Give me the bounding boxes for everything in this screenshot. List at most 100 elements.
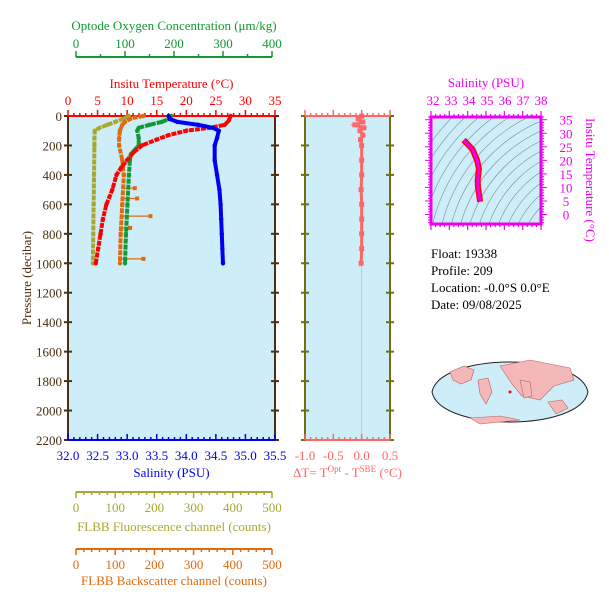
pressure-tick-label: 1000	[36, 256, 62, 271]
fluorescence-point	[105, 122, 110, 128]
backscatter-tick-label: 100	[105, 557, 125, 572]
temperature-point	[226, 118, 232, 123]
backscatter-point	[118, 231, 123, 237]
salinity-tick-label: 33.0	[116, 448, 139, 463]
oxygen-axis-title: Optode Oxygen Concentration (μm/kg)	[71, 18, 276, 33]
ts-y-tick-label: 30	[560, 126, 573, 141]
salinity-point	[214, 172, 220, 178]
temperature-point	[93, 261, 98, 266]
backscatter-point	[116, 135, 122, 141]
ts-y-tick-label: 20	[560, 153, 573, 168]
oxygen-tick-label: 0	[73, 36, 80, 51]
ts-y-tick-label: 5	[563, 194, 570, 209]
backscatter-spike-point	[132, 186, 137, 191]
temperature-point	[104, 202, 109, 207]
fluorescence-tick-label: 200	[145, 500, 165, 515]
temperature-tick-label: 25	[209, 93, 222, 108]
salinity-tick-label: 33.5	[145, 448, 168, 463]
temperature-point	[184, 128, 189, 133]
oxygen-tick-label: 100	[115, 36, 135, 51]
oxygen-point	[123, 231, 129, 237]
date: Date: 09/08/2025	[431, 297, 522, 312]
temperature-point	[166, 132, 171, 138]
ts-density-contour	[581, 244, 609, 284]
backscatter-point	[132, 115, 137, 120]
oxygen-tick-label: 400	[262, 36, 282, 51]
backscatter-spike-point	[128, 225, 133, 230]
temperature-point	[228, 113, 233, 119]
temperature-point	[114, 172, 119, 178]
temperature-tick-label: 35	[269, 93, 282, 108]
oxygen-point	[122, 261, 128, 266]
pressure-axis-title: Pressure (decibar)	[19, 231, 34, 325]
backscatter-tick-label: 500	[262, 557, 282, 572]
delta-t-point	[358, 187, 364, 193]
ts-y-axis-title: Insitu Temperature (°C)	[583, 118, 598, 242]
ts-y-tick-label: 10	[560, 180, 573, 195]
temperature-point	[124, 157, 130, 163]
ts-x-tick-label: 36	[499, 93, 513, 108]
delta-t-point	[357, 128, 363, 134]
salinity-point	[175, 119, 180, 125]
salinity-point	[210, 125, 216, 130]
world-map-landmass	[499, 359, 575, 401]
ts-density-contour	[554, 217, 609, 311]
fluorescence-point	[92, 128, 98, 133]
delta-t-tick-label: 0.5	[382, 448, 398, 463]
salinity-point	[216, 128, 222, 133]
oxygen-tick-label: 200	[164, 36, 184, 51]
backscatter-tick-label: 300	[184, 557, 204, 572]
ts-y-tick-label: 35	[560, 113, 573, 128]
oxygen-point	[125, 202, 130, 207]
delta-t-point	[359, 246, 365, 252]
fluorescence-point	[92, 135, 97, 141]
ts-x-tick-label: 35	[481, 93, 494, 108]
salinity-point	[219, 231, 224, 237]
salinity-point	[212, 143, 217, 148]
backscatter-tick-label: 400	[223, 557, 243, 572]
backscatter-tick-label: 200	[145, 557, 165, 572]
fluorescence-point	[92, 143, 97, 148]
salinity-point	[220, 261, 226, 266]
backscatter-point	[120, 157, 125, 163]
pressure-tick-label: 2000	[36, 404, 62, 419]
salinity-tick-label: 35.0	[234, 448, 257, 463]
salinity-point	[217, 187, 222, 192]
delta-t-point	[355, 116, 361, 122]
backscatter-point	[127, 116, 133, 122]
delta-t-plot-area	[305, 116, 390, 440]
salinity-point	[218, 216, 224, 222]
salinity-point	[218, 202, 223, 207]
delta-t-point	[360, 132, 366, 138]
salinity-point	[212, 157, 217, 163]
ts-y-tick-label: 0	[563, 208, 570, 223]
backscatter-point	[122, 119, 128, 125]
delta-t-point	[358, 260, 364, 266]
pressure-tick-label: 600	[43, 197, 63, 212]
ts-x-tick-label: 33	[445, 93, 458, 108]
fluorescence-point	[91, 172, 97, 178]
pressure-tick-label: 1200	[36, 286, 62, 301]
temperature-point	[222, 122, 227, 128]
backscatter-point	[120, 122, 125, 128]
world-map-landmass	[469, 415, 521, 425]
fluorescence-tick-label: 400	[223, 500, 243, 515]
oxygen-point	[136, 135, 141, 141]
ts-x-tick-label: 38	[535, 93, 548, 108]
ts-x-tick-label: 37	[517, 93, 531, 108]
oxygen-point	[147, 122, 152, 128]
pressure-tick-label: 200	[43, 138, 63, 153]
backscatter-point	[141, 113, 146, 119]
backscatter-spike-point	[148, 214, 153, 219]
salinity-profile-line	[166, 115, 225, 264]
delta-t-point	[359, 231, 365, 237]
ts-density-contour	[545, 208, 609, 320]
temperature-point	[98, 231, 103, 237]
temperature-profile-line	[93, 115, 233, 264]
oxygen-profile-line	[123, 114, 174, 264]
float-location-marker	[508, 390, 512, 394]
backscatter-axis-title: FLBB Backscatter channel (counts)	[81, 573, 267, 588]
temperature-tick-label: 20	[180, 93, 193, 108]
fluorescence-axis-title: FLBB Fluorescence channel (counts)	[77, 519, 271, 534]
